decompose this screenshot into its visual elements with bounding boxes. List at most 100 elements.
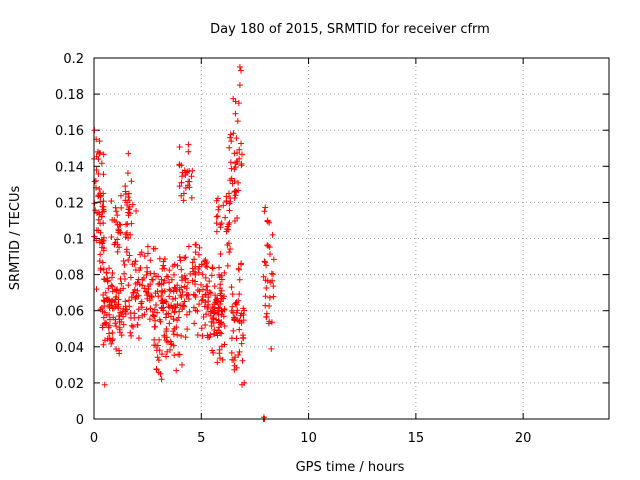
data-point bbox=[182, 185, 189, 192]
data-point bbox=[240, 335, 247, 342]
data-point bbox=[232, 300, 239, 307]
data-point bbox=[104, 278, 111, 285]
data-point bbox=[191, 320, 198, 327]
data-point bbox=[226, 249, 233, 256]
data-point bbox=[192, 307, 199, 314]
data-point bbox=[146, 316, 153, 323]
data-point bbox=[108, 340, 115, 347]
data-point bbox=[151, 323, 158, 330]
data-point bbox=[228, 138, 235, 145]
data-point bbox=[270, 256, 277, 263]
data-point bbox=[186, 184, 193, 191]
data-point bbox=[132, 258, 139, 265]
data-point bbox=[151, 336, 158, 343]
data-point bbox=[117, 275, 124, 282]
data-point bbox=[268, 345, 275, 352]
data-point bbox=[123, 249, 130, 256]
data-point bbox=[195, 251, 202, 258]
data-point bbox=[122, 183, 129, 190]
data-point bbox=[216, 274, 223, 281]
data-point bbox=[208, 272, 215, 279]
data-point bbox=[106, 316, 113, 323]
data-point bbox=[228, 284, 235, 291]
y-tick-label: 0.08 bbox=[55, 269, 84, 284]
data-point bbox=[204, 264, 211, 271]
data-point bbox=[166, 286, 173, 293]
data-point bbox=[117, 329, 124, 336]
data-point bbox=[116, 347, 123, 354]
data-point bbox=[236, 146, 243, 153]
data-point bbox=[112, 239, 119, 246]
data-point bbox=[229, 303, 236, 310]
data-point bbox=[101, 381, 108, 388]
data-point bbox=[236, 276, 243, 283]
data-point bbox=[192, 241, 199, 248]
data-point bbox=[262, 259, 269, 266]
data-point bbox=[100, 198, 107, 205]
x-tick-label: 15 bbox=[408, 431, 425, 446]
data-point bbox=[235, 100, 242, 107]
data-point bbox=[120, 321, 127, 328]
data-point bbox=[214, 213, 221, 220]
data-point bbox=[227, 134, 234, 141]
data-point bbox=[204, 305, 211, 312]
data-point bbox=[102, 319, 109, 326]
data-point bbox=[182, 172, 189, 179]
data-point bbox=[95, 227, 102, 234]
data-point bbox=[120, 258, 127, 265]
data-point bbox=[125, 257, 132, 264]
data-point bbox=[140, 275, 147, 282]
chart-title: Day 180 of 2015, SRMTID for receiver cfr… bbox=[210, 22, 490, 37]
data-point bbox=[129, 261, 136, 268]
x-tick-label: 20 bbox=[515, 431, 532, 446]
data-point bbox=[213, 228, 220, 235]
data-point bbox=[159, 265, 166, 272]
data-point bbox=[183, 292, 190, 299]
data-point bbox=[131, 310, 138, 317]
data-point bbox=[266, 294, 273, 301]
data-point bbox=[128, 178, 135, 185]
data-point bbox=[115, 227, 122, 234]
data-point bbox=[161, 277, 168, 284]
data-point bbox=[94, 148, 101, 155]
data-point bbox=[120, 305, 127, 312]
data-point bbox=[97, 306, 104, 313]
data-point bbox=[117, 192, 124, 199]
data-point bbox=[268, 319, 275, 326]
data-point bbox=[172, 295, 179, 302]
data-point bbox=[221, 322, 228, 329]
data-point bbox=[236, 326, 243, 333]
data-point bbox=[97, 251, 104, 258]
data-point bbox=[174, 282, 181, 289]
data-point bbox=[270, 283, 277, 290]
data-point bbox=[210, 309, 217, 316]
data-point bbox=[147, 305, 154, 312]
data-point bbox=[95, 209, 102, 216]
data-point bbox=[163, 299, 170, 306]
data-point bbox=[181, 298, 188, 305]
data-point bbox=[231, 150, 238, 157]
data-point bbox=[109, 270, 116, 277]
data-point bbox=[95, 216, 102, 223]
data-point bbox=[108, 274, 115, 281]
data-point bbox=[225, 190, 232, 197]
data-point bbox=[153, 366, 160, 373]
data-point bbox=[178, 284, 185, 291]
x-axis-label: GPS time / hours bbox=[296, 460, 405, 475]
y-tick-label: 0.02 bbox=[55, 377, 84, 392]
data-point bbox=[130, 323, 137, 330]
data-point bbox=[151, 306, 158, 313]
data-point bbox=[184, 168, 191, 175]
data-point bbox=[182, 254, 189, 261]
data-point bbox=[100, 234, 107, 241]
data-point bbox=[126, 297, 133, 304]
data-point bbox=[264, 218, 271, 225]
data-point bbox=[238, 310, 245, 317]
data-point bbox=[142, 288, 149, 295]
data-point bbox=[176, 183, 183, 190]
data-point bbox=[101, 309, 108, 316]
data-point bbox=[95, 170, 102, 177]
data-point bbox=[235, 265, 242, 272]
data-point bbox=[100, 276, 107, 283]
data-point bbox=[179, 169, 186, 176]
